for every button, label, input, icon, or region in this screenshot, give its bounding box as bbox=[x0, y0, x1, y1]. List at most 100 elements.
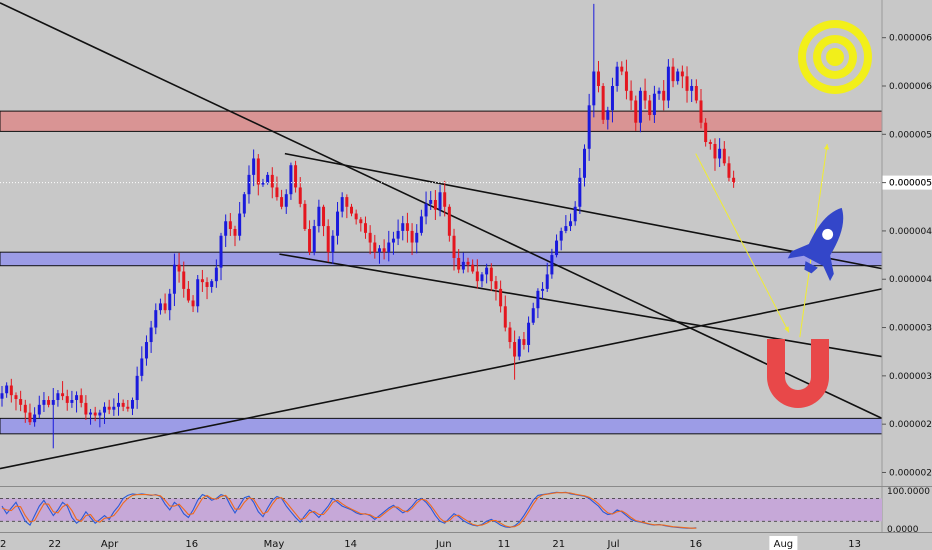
candle-body-down bbox=[732, 177, 736, 183]
candle-body-up bbox=[284, 194, 288, 207]
candle bbox=[401, 215, 405, 241]
candle bbox=[410, 223, 414, 256]
candle-body-up bbox=[415, 232, 419, 243]
candle bbox=[56, 390, 60, 407]
sun-icon bbox=[798, 20, 872, 94]
candle bbox=[620, 61, 624, 76]
trend-line-2 bbox=[0, 288, 883, 470]
price-tick-label: 0.00000300 bbox=[889, 372, 932, 382]
candle bbox=[5, 382, 9, 398]
candle-body-down bbox=[471, 264, 475, 272]
rocket-icon bbox=[787, 207, 844, 281]
candle bbox=[373, 234, 377, 259]
candle bbox=[238, 202, 242, 241]
candle-body-down bbox=[84, 402, 88, 415]
candle bbox=[676, 68, 680, 85]
candle bbox=[154, 303, 158, 335]
candle bbox=[14, 392, 18, 411]
candle-body-up bbox=[578, 177, 582, 207]
candle bbox=[494, 275, 498, 301]
candle bbox=[326, 219, 330, 263]
candle-body-up bbox=[676, 71, 680, 82]
price-tick-label: 0.00000650 bbox=[889, 34, 932, 44]
trend-line-3 bbox=[284, 152, 883, 270]
candle-body-down bbox=[601, 85, 605, 120]
candle-body-down bbox=[308, 228, 312, 253]
candle-body-up bbox=[396, 230, 400, 239]
candle-body-down bbox=[662, 90, 666, 101]
candle-body-down bbox=[275, 187, 279, 198]
candle bbox=[433, 190, 437, 220]
candle bbox=[98, 409, 102, 428]
candle-body-up bbox=[158, 303, 162, 311]
candle-body-down bbox=[47, 400, 51, 405]
candle bbox=[79, 388, 83, 408]
projection-line-1 bbox=[695, 153, 790, 333]
candle bbox=[419, 209, 423, 236]
candle-body-up bbox=[37, 404, 41, 415]
candle-body-down bbox=[61, 393, 65, 397]
date-tick-label: Aug bbox=[774, 539, 794, 550]
candle bbox=[322, 204, 326, 237]
candle-body-up bbox=[130, 400, 134, 409]
candle-body-down bbox=[475, 271, 479, 282]
candle bbox=[424, 191, 428, 225]
candle bbox=[103, 402, 107, 424]
candle bbox=[447, 204, 451, 242]
candle-body-down bbox=[177, 264, 181, 272]
candle bbox=[415, 224, 419, 254]
candle bbox=[438, 184, 442, 217]
candle-body-down bbox=[671, 66, 675, 82]
candle bbox=[708, 139, 712, 150]
candle-body-down bbox=[233, 228, 237, 236]
candle-body-down bbox=[522, 339, 526, 345]
candle bbox=[89, 408, 93, 425]
candle-body-down bbox=[452, 235, 456, 258]
candle bbox=[70, 390, 74, 408]
candle bbox=[75, 391, 79, 413]
candle bbox=[242, 192, 246, 218]
date-tick-label: Apr bbox=[101, 539, 119, 550]
candle-body-up bbox=[172, 264, 176, 294]
candle-body-up bbox=[545, 274, 549, 289]
candle-body-up bbox=[391, 238, 395, 243]
candle-body-up bbox=[0, 393, 4, 399]
candle bbox=[517, 336, 521, 361]
candle-body-down bbox=[280, 197, 284, 207]
candle-body-up bbox=[289, 165, 293, 195]
candle-body-down bbox=[489, 267, 493, 282]
candle bbox=[303, 200, 307, 231]
candle bbox=[363, 216, 367, 239]
candle-body-up bbox=[70, 400, 74, 403]
candle bbox=[359, 217, 363, 232]
candle bbox=[0, 386, 4, 407]
candle bbox=[177, 252, 181, 283]
candle bbox=[713, 138, 717, 171]
candle-body-up bbox=[33, 414, 37, 423]
candle bbox=[163, 293, 167, 314]
candle-body-up bbox=[424, 203, 428, 217]
candle-body-up bbox=[117, 402, 120, 407]
candle-body-up bbox=[317, 206, 321, 227]
candle-body-down bbox=[634, 100, 638, 123]
candle bbox=[130, 397, 134, 416]
candle-body-up bbox=[638, 90, 642, 123]
candle bbox=[531, 302, 535, 325]
candle bbox=[312, 219, 316, 256]
candle bbox=[191, 295, 195, 313]
candle bbox=[499, 280, 503, 313]
candle bbox=[489, 263, 493, 292]
candle-body-down bbox=[648, 100, 652, 115]
date-tick-label: May bbox=[264, 539, 285, 550]
candle-body-down bbox=[722, 148, 726, 164]
current-price-label: 0.00000500 bbox=[889, 179, 932, 189]
date-tick-label: 13 bbox=[848, 539, 861, 550]
candle-body-down bbox=[708, 142, 712, 144]
candle-body-down bbox=[363, 223, 367, 233]
candle bbox=[294, 160, 298, 193]
candle-body-down bbox=[345, 197, 349, 207]
candle bbox=[112, 398, 116, 416]
candle bbox=[727, 156, 731, 182]
candle-body-down bbox=[93, 412, 97, 416]
